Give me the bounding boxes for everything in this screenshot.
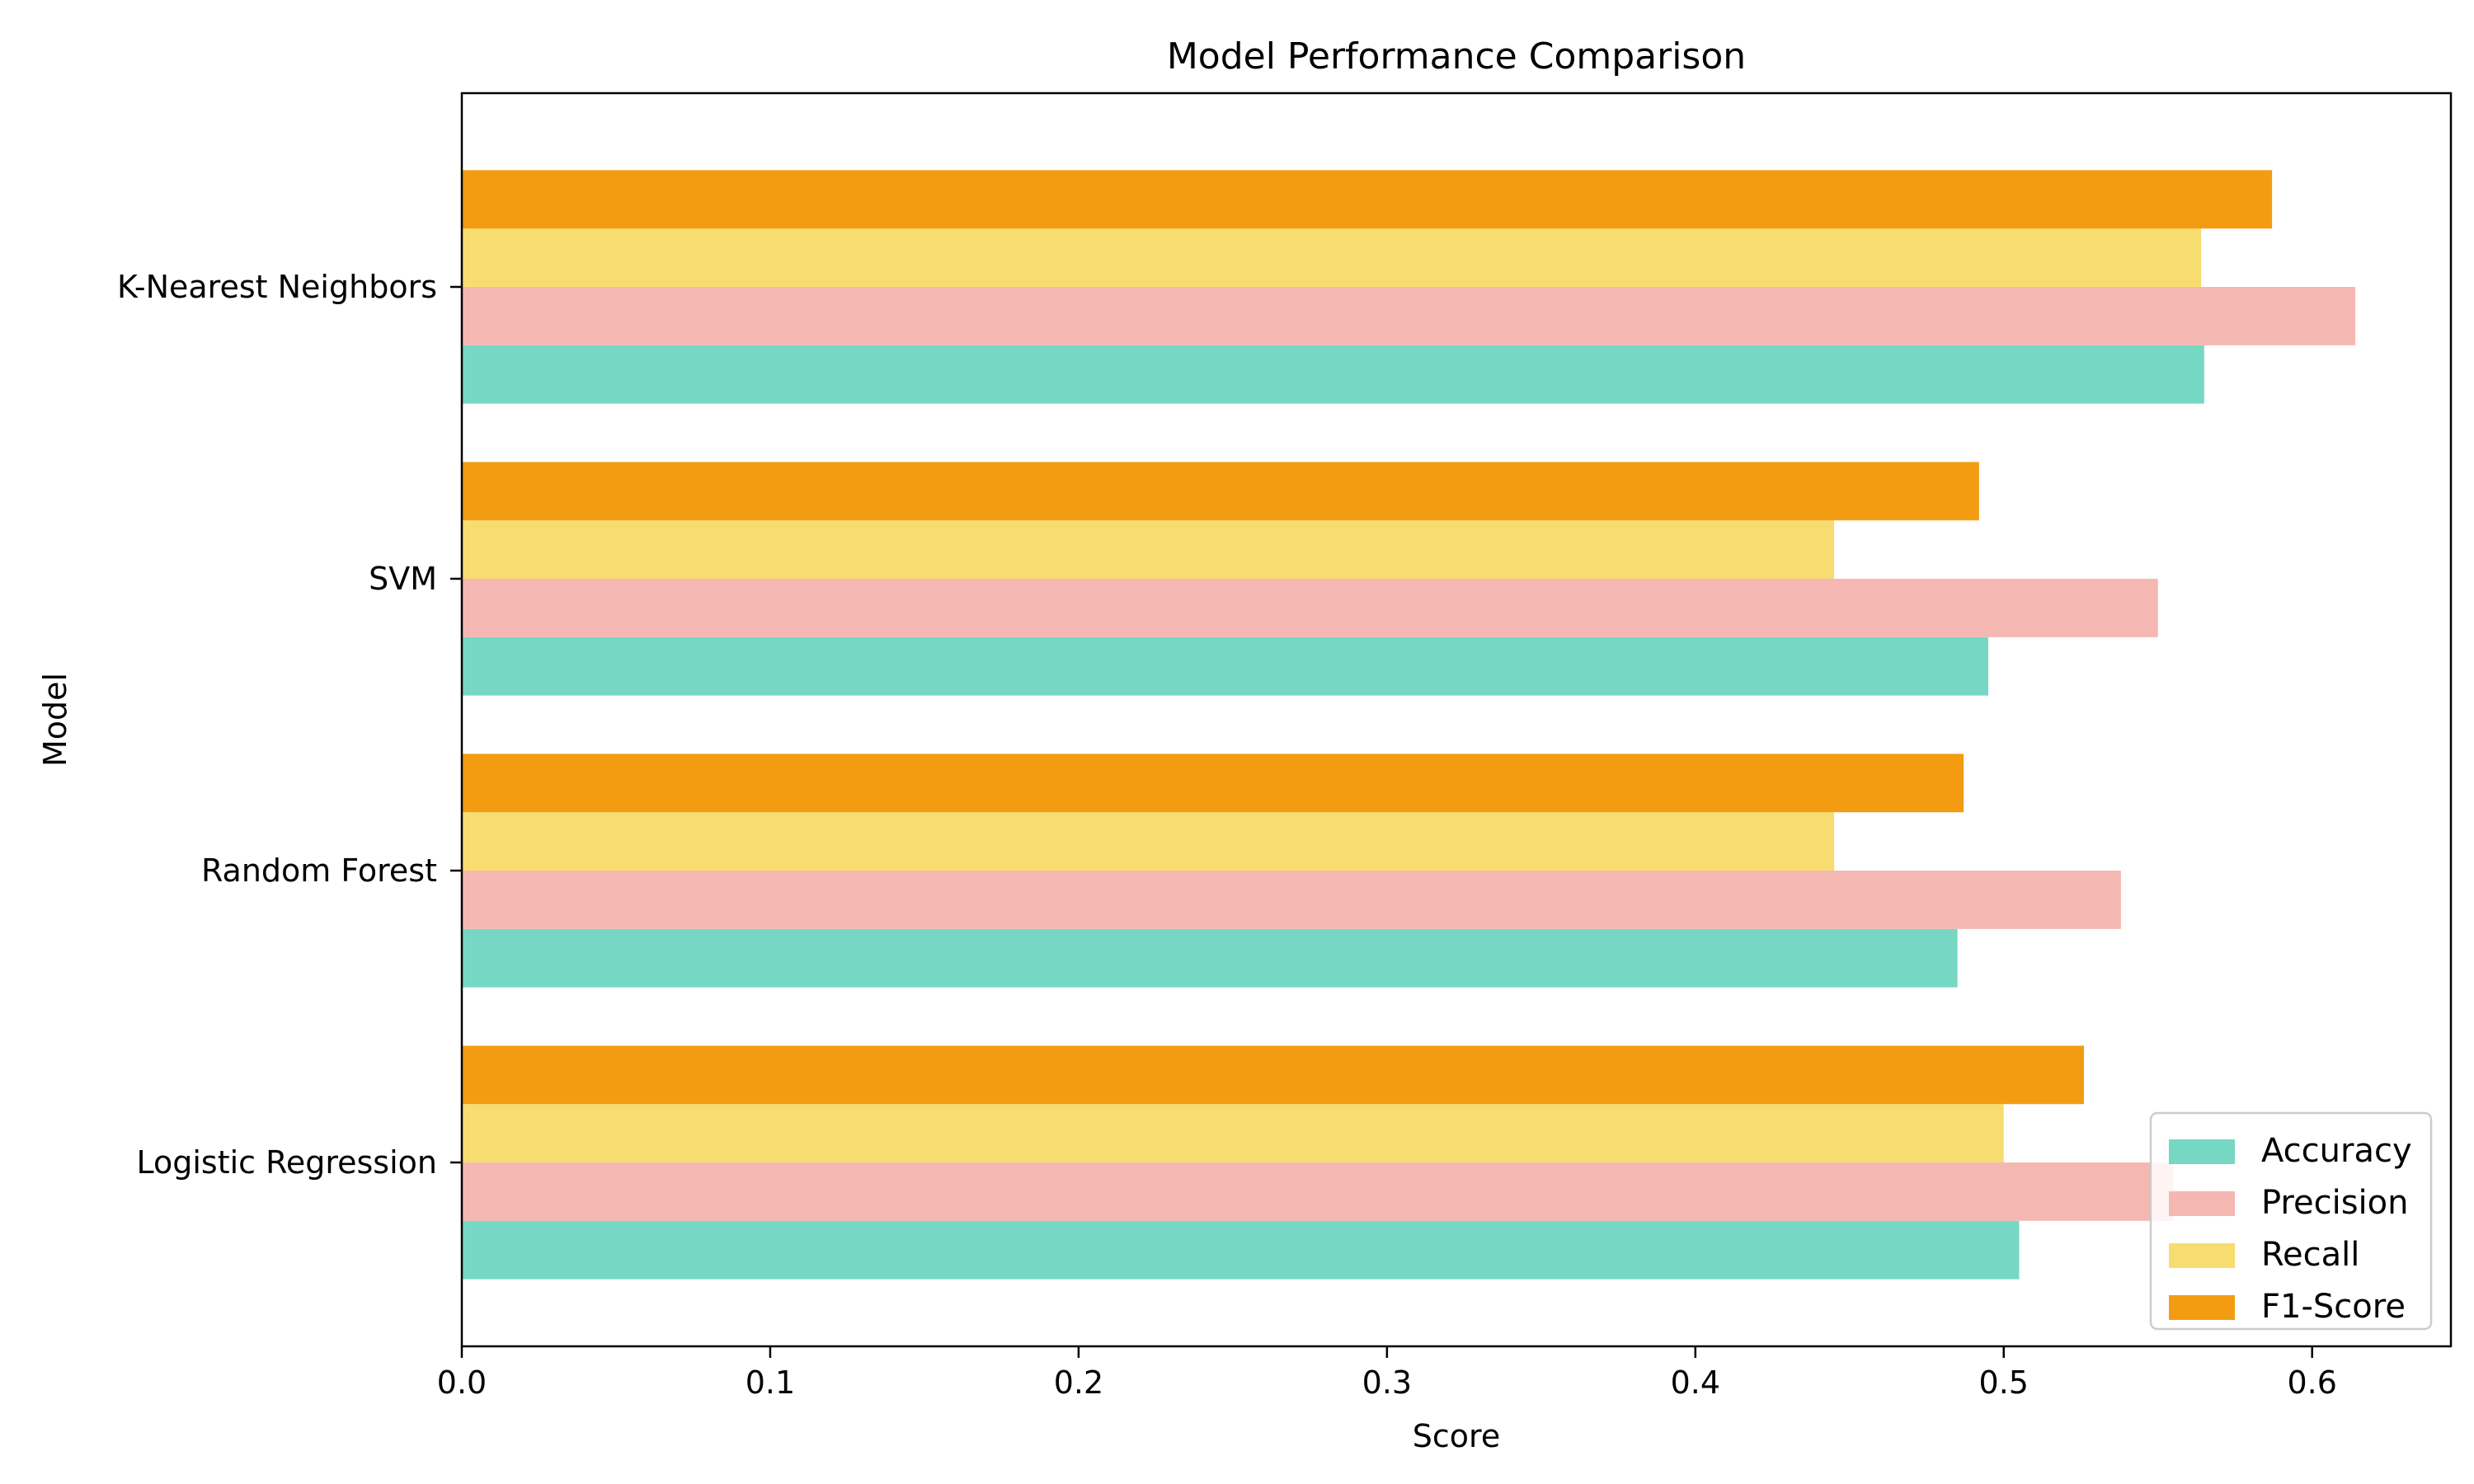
legend-swatch <box>2169 1243 2235 1268</box>
x-axis-label: Score <box>1413 1418 1500 1454</box>
x-tick-label: 0.5 <box>1979 1364 2029 1401</box>
x-tick-label: 0.0 <box>437 1364 487 1401</box>
bar-f1-score-k-nearest-neighbors <box>462 170 2273 229</box>
bar-recall-k-nearest-neighbors <box>462 228 2202 287</box>
legend-swatch <box>2169 1139 2235 1164</box>
y-tick-label: Logistic Regression <box>136 1144 437 1181</box>
y-tick-label: SVM <box>369 561 437 597</box>
legend-box <box>2149 1111 2433 1331</box>
bar-accuracy-svm <box>462 636 1989 696</box>
bar-precision-random-forest <box>462 871 2121 929</box>
x-axis-ticks: 0.0 0.1 0.2 0.3 0.4 0.5 0.6 <box>437 1346 2337 1401</box>
x-tick-label: 0.2 <box>1054 1364 1103 1401</box>
legend-swatch <box>2169 1191 2235 1216</box>
bar-precision-logistic-regression <box>462 1162 2174 1221</box>
legend-label: Accuracy <box>2261 1132 2412 1170</box>
chart-title: Model Performance Comparison <box>1167 35 1746 77</box>
bar-f1-score-random-forest <box>462 754 1964 813</box>
y-tick-label: K-Nearest Neighbors <box>117 269 437 305</box>
x-tick-label: 0.1 <box>745 1364 795 1401</box>
legend-label: Precision <box>2261 1184 2408 1222</box>
legend-swatch <box>2169 1295 2235 1320</box>
bar-recall-random-forest <box>462 812 1835 871</box>
legend-label: Recall <box>2261 1236 2359 1274</box>
bar-precision-svm <box>462 579 2158 637</box>
bar-precision-k-nearest-neighbors <box>462 287 2356 345</box>
bar-accuracy-logistic-regression <box>462 1220 2020 1280</box>
bars-layer <box>462 170 2356 1280</box>
bar-f1-score-svm <box>462 462 1979 521</box>
y-tick-label: Random Forest <box>201 852 437 889</box>
y-axis-ticks: Logistic Regression Random Forest SVM K-Nea… <box>117 269 462 1181</box>
legend-label: F1-Score <box>2261 1288 2406 1326</box>
plot-area-frame <box>460 92 2453 1348</box>
bar-accuracy-k-nearest-neighbors <box>462 345 2204 404</box>
x-tick-label: 0.3 <box>1362 1364 1412 1401</box>
bar-f1-score-logistic-regression <box>462 1045 2084 1105</box>
bar-accuracy-random-forest <box>462 928 1958 988</box>
y-axis-label: Model <box>37 673 73 767</box>
bar-recall-svm <box>462 520 1835 579</box>
legend: Accuracy Precision Recall F1-Score <box>2149 1111 2433 1331</box>
x-tick-label: 0.4 <box>1671 1364 1720 1401</box>
x-tick-label: 0.6 <box>2288 1364 2337 1401</box>
bar-recall-logistic-regression <box>462 1104 2004 1162</box>
